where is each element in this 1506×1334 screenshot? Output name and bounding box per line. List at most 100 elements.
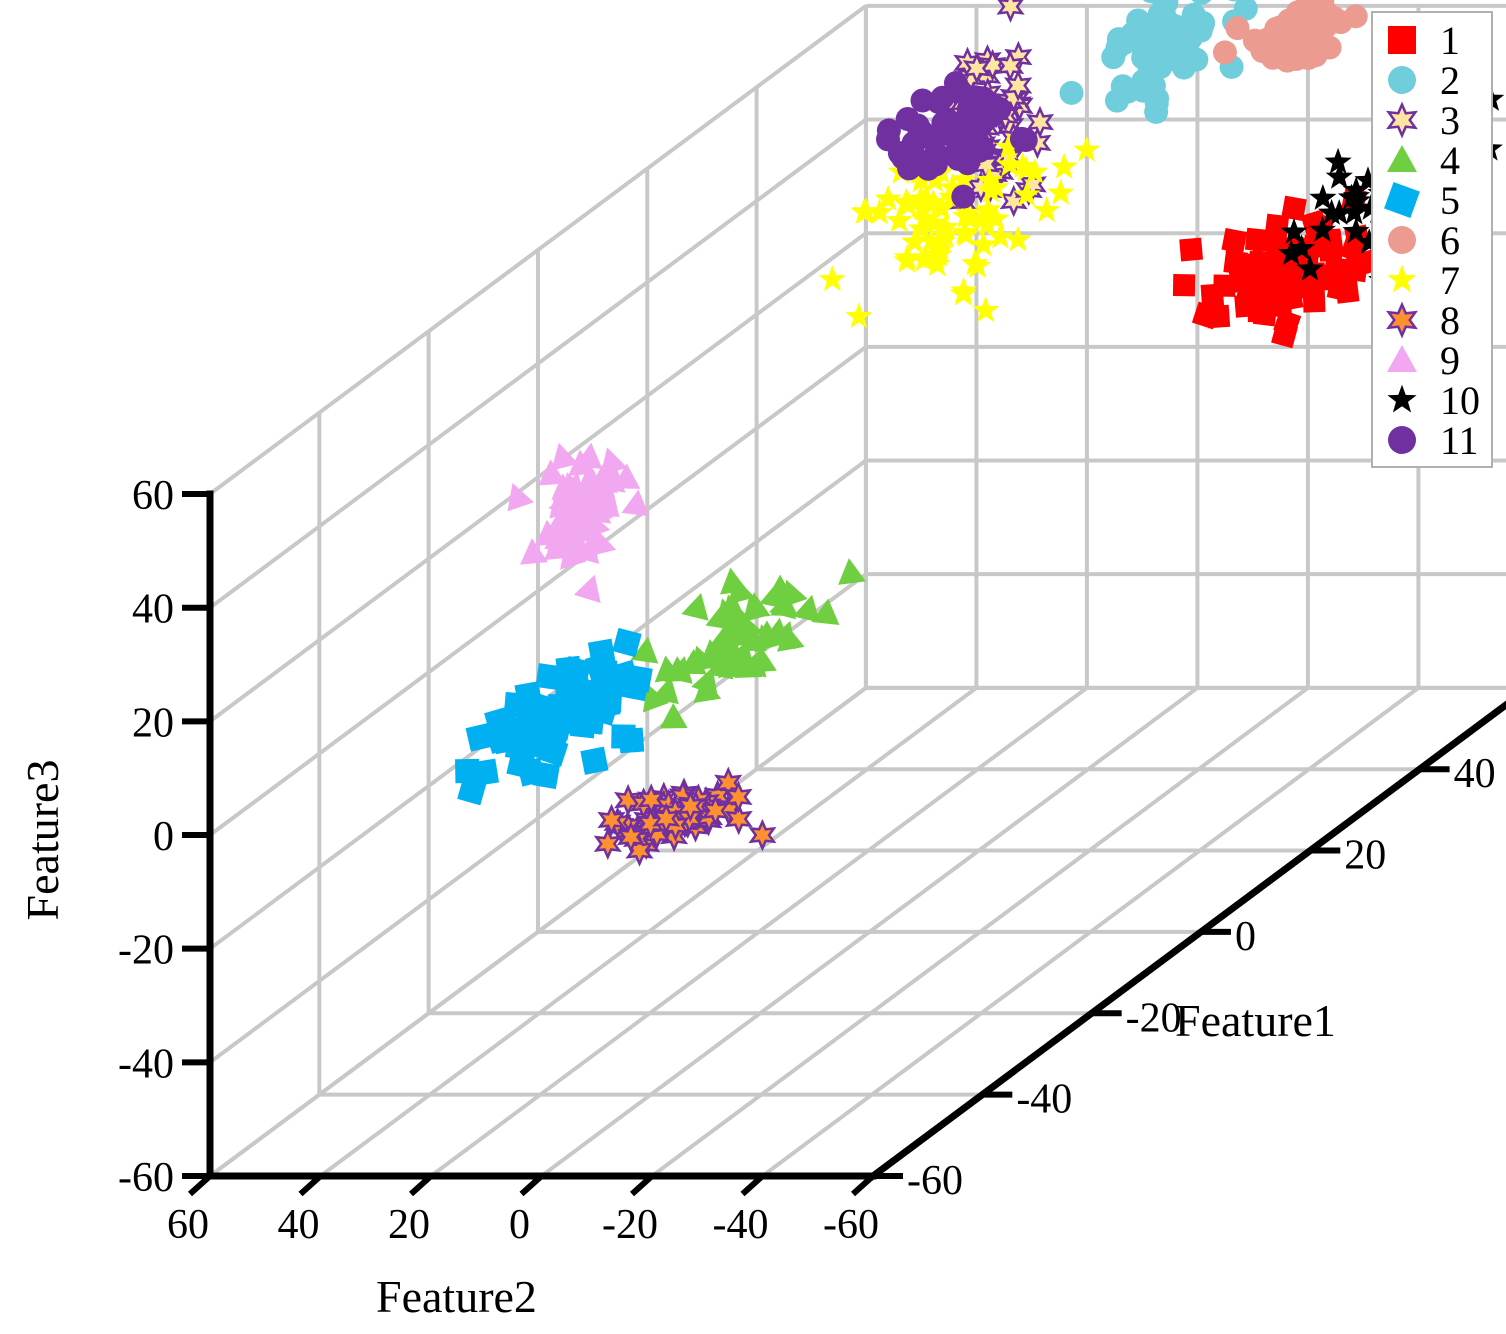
y-tick — [519, 1173, 544, 1197]
data-point — [676, 789, 705, 823]
data-point — [1325, 162, 1353, 189]
data-point — [1343, 186, 1371, 213]
data-point — [971, 86, 996, 111]
data-point — [949, 165, 977, 192]
data-point — [642, 683, 670, 713]
y-tick-label: -20 — [602, 1202, 658, 1248]
data-point — [1323, 256, 1349, 282]
data-point — [588, 528, 617, 557]
data-point — [588, 695, 619, 726]
data-point — [973, 210, 1001, 237]
y-tick — [850, 1173, 876, 1197]
data-point — [1059, 80, 1084, 105]
legend-marker-1 — [1388, 26, 1416, 54]
series-5 — [455, 627, 653, 806]
data-point — [1221, 227, 1248, 254]
data-point — [1340, 198, 1368, 225]
y-tick — [740, 1173, 765, 1197]
data-point — [724, 802, 753, 836]
legend-marker-5 — [1384, 182, 1420, 218]
data-point — [1013, 128, 1038, 153]
data-point — [551, 442, 579, 471]
data-point — [974, 107, 999, 132]
data-point — [907, 214, 936, 241]
series-11 — [876, 71, 1038, 209]
data-point — [748, 646, 777, 673]
z-tick-label: 20 — [132, 700, 174, 746]
legend-marker-6 — [1388, 226, 1416, 254]
data-point — [630, 636, 659, 664]
z-tick-label: 40 — [132, 587, 174, 633]
data-point — [769, 620, 796, 650]
data-point — [951, 184, 976, 209]
data-point — [693, 675, 722, 703]
legend-marker-10 — [1387, 384, 1417, 413]
data-point — [724, 780, 753, 814]
data-point — [919, 208, 947, 235]
grid-line — [208, 686, 868, 1178]
data-point — [931, 221, 959, 248]
data-point — [1223, 250, 1248, 275]
x-tick-label: -40 — [1016, 1077, 1072, 1123]
data-point — [705, 602, 734, 630]
data-point — [850, 198, 878, 224]
data-point — [900, 227, 929, 254]
data-point — [909, 194, 937, 220]
legend-marker-7 — [1387, 264, 1417, 293]
data-point — [970, 136, 995, 161]
series-2 — [1059, 0, 1258, 124]
data-point — [742, 592, 771, 619]
data-point — [1281, 195, 1307, 222]
data-point — [525, 698, 553, 726]
data-point — [792, 594, 821, 623]
y-tick-label: 0 — [509, 1202, 530, 1248]
data-point — [561, 472, 589, 501]
data-point — [1179, 237, 1204, 262]
y-tick-label: -40 — [713, 1202, 769, 1248]
x-axis-title: Feature1 — [1175, 995, 1336, 1046]
data-point — [913, 188, 942, 214]
data-point — [955, 199, 983, 226]
x-tick-label: 40 — [1454, 751, 1496, 797]
x-tick-label: 20 — [1344, 833, 1386, 879]
data-point — [996, 150, 1024, 177]
data-point — [969, 230, 997, 257]
data-point — [1278, 285, 1304, 311]
data-point — [978, 48, 1007, 82]
data-point — [1004, 225, 1032, 252]
z-tick-label: -20 — [118, 928, 174, 974]
grid-line — [319, 686, 978, 1178]
data-point — [555, 655, 583, 683]
data-point — [1236, 274, 1264, 302]
y-axis-title: Feature2 — [376, 1271, 537, 1322]
data-point — [766, 574, 795, 600]
data-point — [538, 459, 567, 486]
data-point — [735, 612, 763, 641]
x-tick-label: -20 — [1126, 995, 1182, 1041]
data-point — [811, 598, 840, 625]
data-point — [457, 775, 487, 806]
y-tick-label: 60 — [167, 1202, 209, 1248]
data-point — [1129, 32, 1154, 57]
z-tick-label: -40 — [118, 1041, 174, 1087]
data-point — [917, 226, 945, 253]
data-point — [770, 590, 799, 616]
data-point — [972, 296, 1000, 323]
data-point — [845, 302, 873, 329]
data-point — [538, 736, 569, 767]
data-point — [1172, 274, 1196, 297]
z-tick-label: 60 — [132, 473, 174, 519]
legend-marker-4 — [1387, 145, 1417, 172]
data-point — [584, 652, 615, 683]
data-point — [1050, 152, 1078, 179]
legend-label-8: 8 — [1440, 298, 1460, 343]
data-point — [907, 166, 935, 193]
data-point — [507, 482, 534, 512]
data-point — [1280, 217, 1308, 244]
data-point — [926, 90, 951, 115]
data-point — [681, 592, 709, 621]
data-point — [701, 794, 730, 828]
data-point — [1206, 304, 1231, 329]
data-point — [590, 494, 618, 523]
